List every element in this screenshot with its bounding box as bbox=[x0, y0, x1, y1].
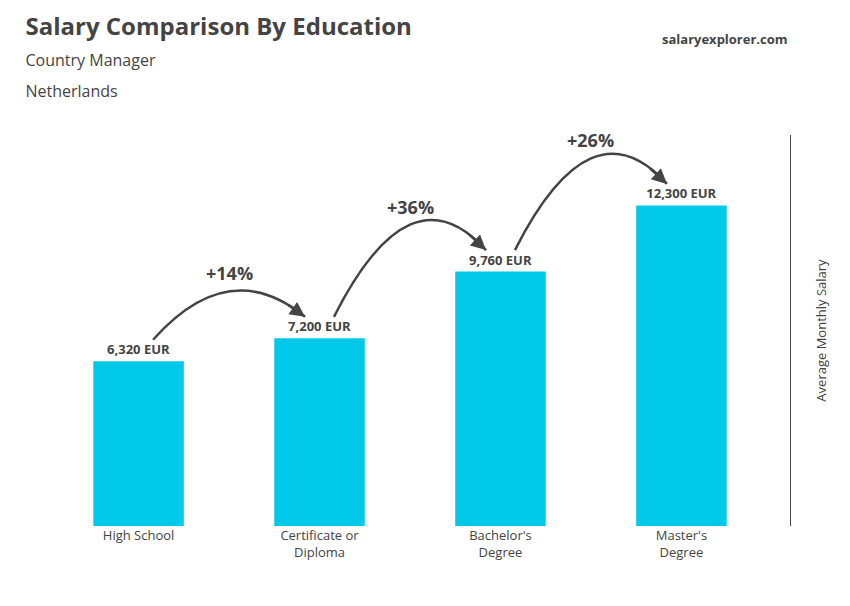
svg-text:6,320 EUR: 6,320 EUR bbox=[107, 340, 170, 358]
svg-text:+26%: +26% bbox=[567, 128, 614, 152]
svg-text:7,200 EUR: 7,200 EUR bbox=[288, 317, 351, 335]
svg-text:9,760 EUR: 9,760 EUR bbox=[469, 251, 532, 269]
svg-text:12,300 EUR: 12,300 EUR bbox=[646, 184, 716, 202]
svg-text:+36%: +36% bbox=[387, 195, 434, 219]
svg-text:+14%: +14% bbox=[206, 261, 253, 285]
svg-text:Certificate orDiploma: Certificate orDiploma bbox=[280, 526, 359, 561]
svg-text:Master'sDegree: Master'sDegree bbox=[656, 526, 707, 561]
svg-text:Bachelor'sDegree: Bachelor'sDegree bbox=[469, 526, 532, 561]
svg-text:Average Monthly Salary: Average Monthly Salary bbox=[812, 259, 830, 402]
svg-text:High School: High School bbox=[103, 526, 175, 544]
svg-text:Salary Comparison By Education: Salary Comparison By EducationCountry Ma… bbox=[26, 9, 412, 102]
svg-text:salaryexplorer.com: salaryexplorer.com bbox=[662, 30, 788, 48]
